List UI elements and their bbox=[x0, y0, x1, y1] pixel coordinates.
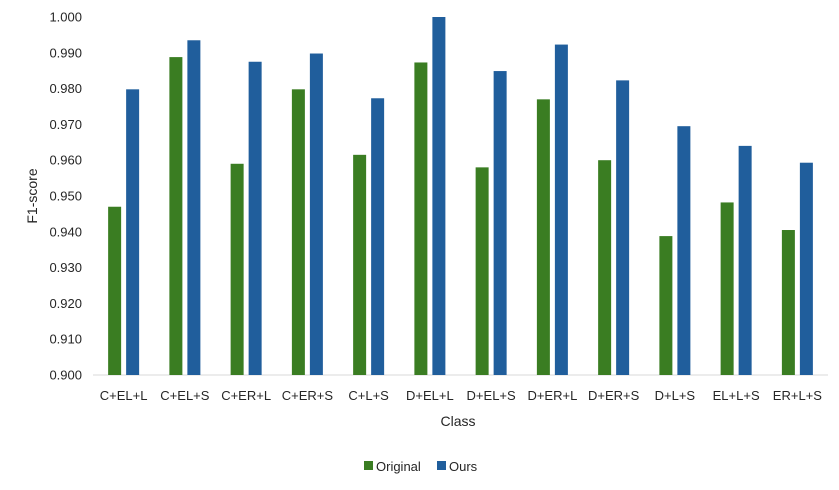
x-tick-label: D+EL+S bbox=[467, 388, 516, 403]
y-tick-label: 0.960 bbox=[49, 153, 82, 168]
bar-original-d-el-s bbox=[475, 167, 489, 375]
legend-swatch-original bbox=[364, 461, 373, 470]
bar-ours-c-er-l bbox=[248, 61, 262, 375]
bar-original-c-er-l bbox=[230, 163, 244, 375]
y-tick-label: 0.940 bbox=[49, 224, 82, 239]
x-tick-label: D+L+S bbox=[655, 388, 696, 403]
y-tick-label: 0.930 bbox=[49, 260, 82, 275]
x-tick-label: C+EL+L bbox=[100, 388, 148, 403]
bar-ours-d-el-l bbox=[432, 17, 446, 375]
legend-swatch-ours bbox=[437, 461, 446, 470]
bar-original-c-l-s bbox=[353, 154, 367, 375]
x-tick-label: D+ER+S bbox=[588, 388, 640, 403]
bars bbox=[108, 17, 813, 376]
y-tick-label: 0.900 bbox=[49, 368, 82, 383]
y-tick-label: 1.000 bbox=[49, 10, 82, 25]
x-tick-label: D+EL+L bbox=[406, 388, 454, 403]
bar-original-c-er-s bbox=[291, 89, 305, 375]
bar-ours-d-er-s bbox=[616, 80, 630, 376]
bar-ours-d-er-l bbox=[554, 44, 568, 375]
y-axis-title: F1-score bbox=[24, 168, 40, 223]
bar-original-el-l-s bbox=[720, 202, 734, 375]
x-tick-label: D+ER+L bbox=[527, 388, 577, 403]
bar-original-er-l-s bbox=[781, 230, 795, 375]
bar-ours-c-er-s bbox=[309, 53, 323, 376]
x-tick-label: EL+L+S bbox=[713, 388, 760, 403]
bar-ours-er-l-s bbox=[799, 162, 813, 375]
bar-original-d-er-s bbox=[598, 160, 612, 375]
bar-original-c-el-l bbox=[108, 206, 122, 375]
bar-ours-d-l-s bbox=[677, 126, 691, 375]
x-axis-title: Class bbox=[440, 413, 475, 429]
bar-ours-c-el-l bbox=[126, 89, 140, 375]
x-tick-label: C+ER+S bbox=[282, 388, 334, 403]
bar-original-d-el-l bbox=[414, 62, 428, 375]
y-axis-ticks: 0.900 0.910 0.920 0.930 0.940 0.950 0.960 0.970… bbox=[49, 10, 82, 383]
legend-label-ours: Ours bbox=[449, 459, 478, 474]
y-tick-label: 0.950 bbox=[49, 189, 82, 204]
bar-ours-el-l-s bbox=[738, 145, 752, 375]
y-tick-label: 0.970 bbox=[49, 117, 82, 132]
x-tick-label: C+EL+S bbox=[160, 388, 209, 403]
bar-original-d-er-l bbox=[536, 99, 550, 375]
legend: Original Ours bbox=[364, 459, 478, 474]
bar-ours-c-l-s bbox=[371, 98, 385, 376]
y-tick-label: 0.980 bbox=[49, 81, 82, 96]
bar-original-d-l-s bbox=[659, 236, 673, 375]
bar-ours-c-el-s bbox=[187, 40, 201, 376]
x-tick-label: C+ER+L bbox=[221, 388, 271, 403]
bar-ours-d-el-s bbox=[493, 71, 507, 375]
y-tick-label: 0.920 bbox=[49, 296, 82, 311]
x-axis-ticks: C+EL+L C+EL+S C+ER+L C+ER+S C+L+S D+EL+L D+EL+… bbox=[100, 388, 822, 403]
y-tick-label: 0.990 bbox=[49, 45, 82, 60]
legend-label-original: Original bbox=[376, 459, 421, 474]
bar-original-c-el-s bbox=[169, 57, 183, 375]
x-tick-label: C+L+S bbox=[348, 388, 389, 403]
y-tick-label: 0.910 bbox=[49, 332, 82, 347]
x-tick-label: ER+L+S bbox=[773, 388, 822, 403]
